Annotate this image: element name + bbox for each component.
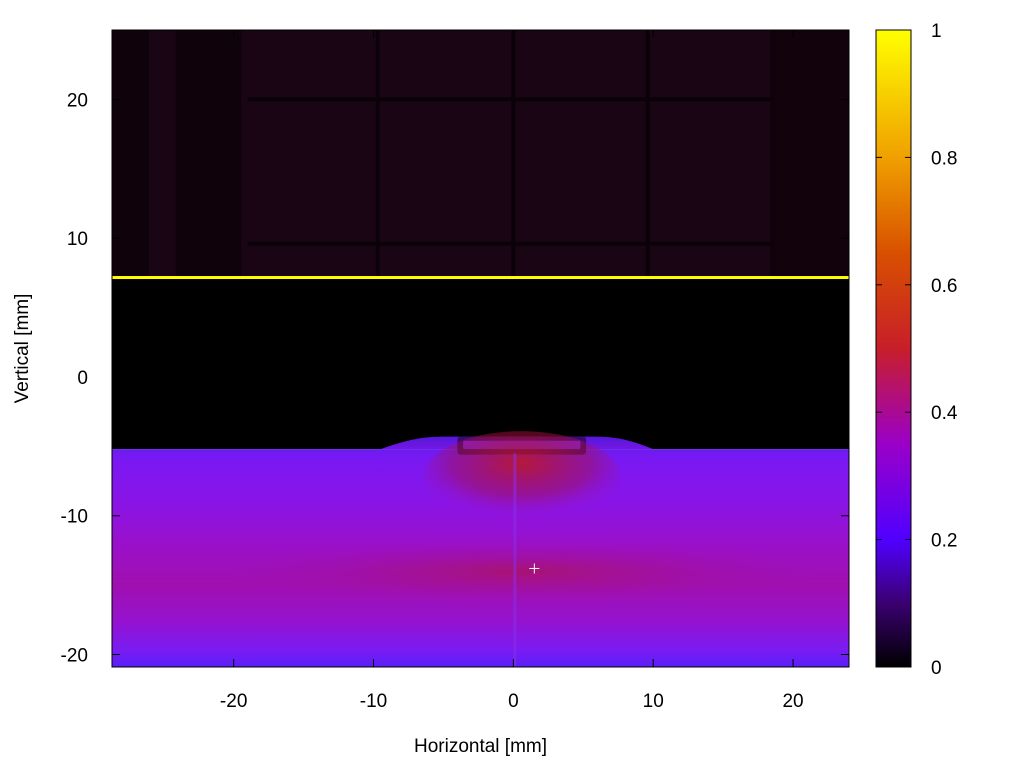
y-tick-label: 0: [77, 368, 88, 389]
x-tick-label: -10: [360, 691, 387, 712]
y-tick-label: 10: [67, 229, 88, 250]
dark-gap-region: [112, 277, 849, 450]
y-axis-label: Vertical [mm]: [12, 294, 33, 404]
plot-area: [112, 30, 849, 667]
axes: -20 -10 0 10 20 -20 -10 0 10 20: [61, 29, 850, 712]
plot-border: [111, 29, 850, 668]
colorbar-tick-label: 0: [931, 658, 942, 679]
bright-edge-line: [112, 276, 849, 280]
y-tick-label: 20: [67, 90, 88, 111]
y-tick-label: -20: [61, 646, 88, 667]
vertical-streak: [513, 453, 517, 667]
mid-band-glow: [212, 536, 829, 606]
colorbar: 0 0.2 0.4 0.6 0.8 1: [875, 21, 958, 679]
y-tick-label: -10: [61, 507, 88, 528]
upper-region-texture: [112, 30, 849, 280]
colorbar-tick-label: 0.4: [931, 403, 958, 424]
x-tick-label: -20: [220, 691, 247, 712]
colorbar-tick-label: 1: [931, 21, 942, 42]
center-marker: [529, 563, 540, 574]
x-tick-label: 0: [508, 691, 519, 712]
x-axis-label: Horizontal [mm]: [414, 736, 547, 757]
hot-spot: [423, 431, 620, 523]
colorbar-tick-label: 0.8: [931, 148, 957, 169]
colorbar-tick-label: 0.6: [931, 276, 957, 297]
colorbar-tick-label: 0.2: [931, 531, 957, 552]
x-tick-label: 10: [643, 691, 664, 712]
x-tick-label: 20: [782, 691, 803, 712]
colorbar-gradient: [875, 29, 912, 668]
